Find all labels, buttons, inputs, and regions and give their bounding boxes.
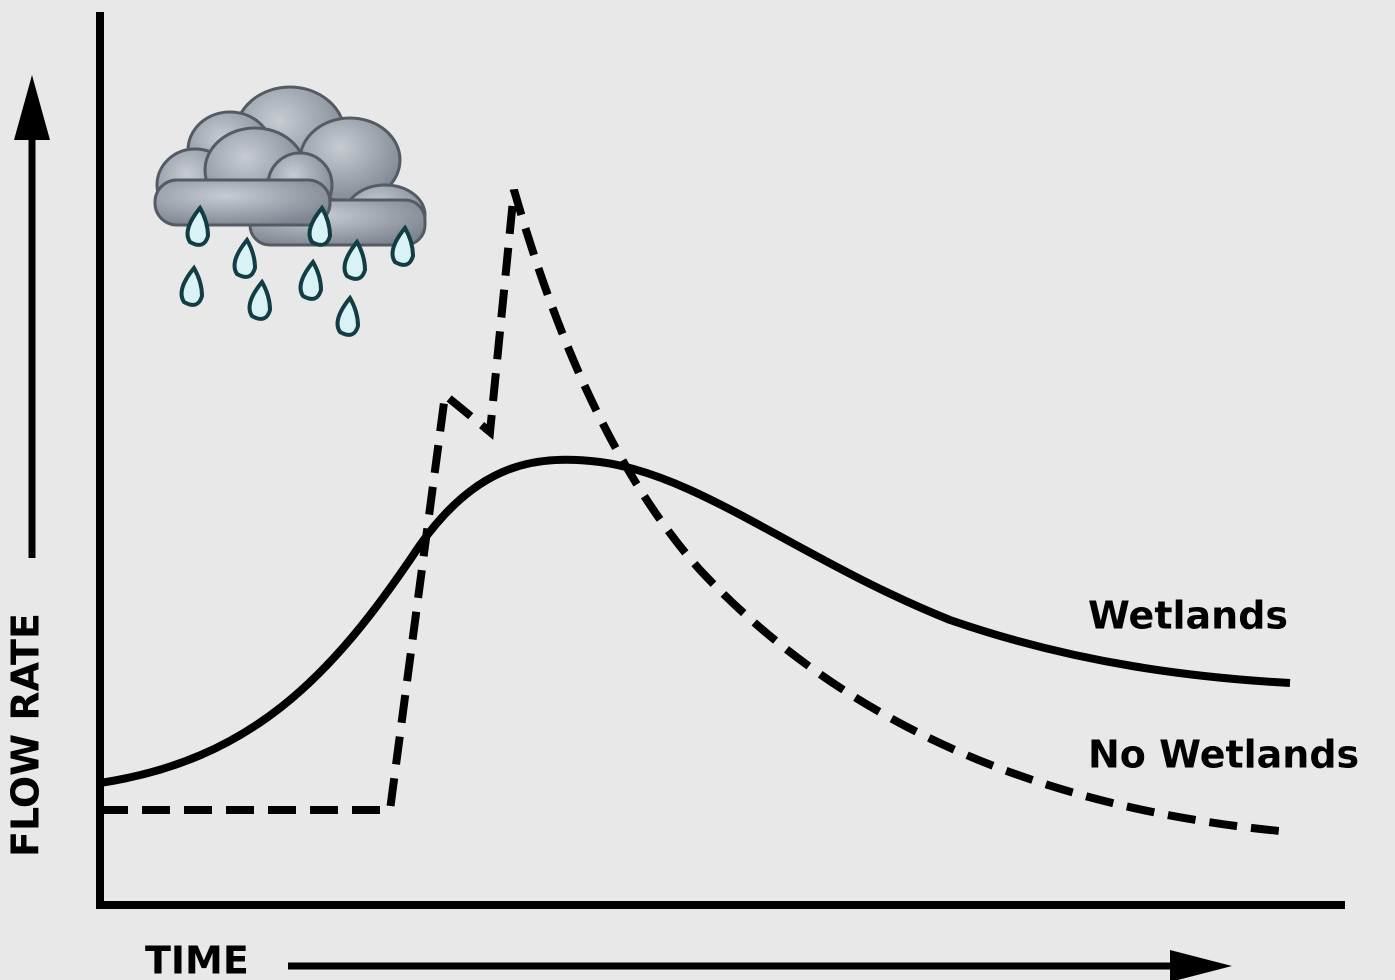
raindrops [179,204,416,337]
curve-label: Wetlands [1088,594,1288,638]
rain-cloud [153,85,427,247]
x-arrowhead [1170,950,1232,980]
y-arrowhead [14,75,50,140]
y-axis-label: FLOW RATE [4,613,48,857]
wetlands-curve [99,455,1291,787]
x-axis-label: TIME [145,939,249,980]
no-wetlands-curve [100,188,1291,836]
curve-label: No Wetlands [1088,733,1359,777]
